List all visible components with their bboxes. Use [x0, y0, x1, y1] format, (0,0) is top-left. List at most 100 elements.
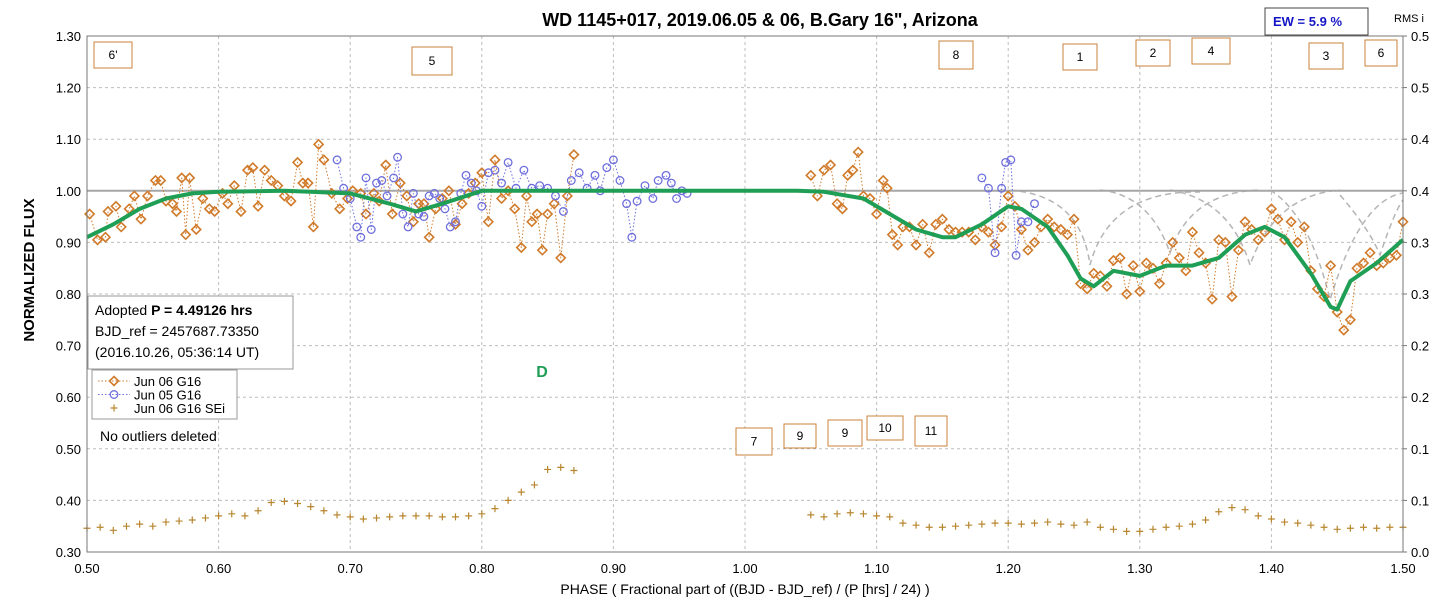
diamond-marker [881, 182, 893, 194]
plus-marker [886, 513, 894, 521]
circle-marker [622, 199, 632, 209]
diamond-marker [1285, 216, 1297, 228]
info-period: P = 4.49126 hrs [151, 302, 253, 318]
diamond-marker [923, 247, 935, 259]
info-bjd: BJD_ref = 2457687.73350 [95, 323, 259, 339]
diamond-marker [1331, 306, 1343, 318]
plus-marker [412, 512, 420, 520]
legend-item: Jun 06 G16 [98, 374, 201, 389]
diamond-marker [170, 205, 183, 218]
plus-marker [1031, 519, 1039, 527]
plus-marker [1188, 520, 1196, 528]
plus-marker [1070, 521, 1078, 529]
plus-marker [1136, 527, 1144, 535]
diamond-marker [1022, 244, 1034, 256]
plus-marker [859, 510, 867, 518]
y2-tick-label: 0.4 [1411, 184, 1429, 199]
plus-marker [991, 519, 999, 527]
y2-tick-label: 0.5 [1411, 81, 1429, 96]
diamond-marker [302, 177, 314, 189]
diamond-marker [241, 164, 254, 176]
diamond-marker [568, 149, 580, 161]
circle-marker [608, 155, 618, 165]
x-tick-label: 0.80 [469, 561, 494, 576]
plus-marker [820, 513, 828, 521]
diamond-marker [291, 156, 304, 169]
diamond-marker [1061, 229, 1074, 241]
plus-marker [1175, 522, 1183, 530]
y-tick-label: 0.60 [56, 390, 81, 405]
diamond-marker [1292, 236, 1304, 249]
y2-tick-label: 0.3 [1411, 235, 1429, 250]
diamond-marker [380, 159, 392, 171]
plus-marker [504, 496, 512, 504]
ew-text: EW = 5.9 % [1273, 14, 1342, 29]
plus-marker [122, 522, 130, 530]
circle-marker [648, 194, 658, 203]
diamond-marker [1028, 236, 1041, 249]
diamond-marker [1338, 324, 1350, 336]
plus-marker [373, 514, 381, 522]
diamond-marker [166, 198, 179, 210]
diamond-marker [886, 229, 899, 241]
circle-marker [672, 194, 682, 203]
circle-marker [558, 206, 568, 216]
circle-marker [332, 155, 342, 165]
label-text: 7 [751, 435, 758, 449]
info-line: Adopted P = 4.49126 hrs [95, 302, 253, 318]
diamond-marker [1173, 252, 1185, 264]
label-box [1364, 39, 1398, 67]
plus-marker [952, 522, 960, 530]
model-line [86, 188, 1405, 312]
diamond-marker [91, 234, 104, 246]
diamond-marker [128, 190, 141, 202]
label-text: 2 [1150, 46, 1157, 60]
note-text: No outliers deleted [100, 428, 217, 444]
plus-marker [925, 523, 933, 531]
legend-label: Jun 05 G16 [134, 388, 201, 403]
diamond-marker [930, 218, 942, 230]
series-line [89, 143, 1404, 331]
label-text: 10 [878, 421, 892, 435]
label-box [866, 415, 904, 441]
plus-marker [1057, 520, 1065, 528]
diamond-marker [541, 208, 554, 220]
diamond-marker [386, 208, 398, 220]
diamond-marker [482, 216, 495, 228]
plus-marker [386, 513, 394, 521]
diamond-marker [1265, 203, 1278, 215]
diamond-marker [1009, 200, 1021, 212]
x-tick-label: 0.90 [601, 561, 626, 576]
circle-marker [602, 163, 612, 173]
circle-marker [661, 170, 671, 180]
circle-marker [382, 191, 392, 201]
series [86, 188, 1405, 312]
circle-marker [666, 178, 676, 188]
diamond-marker [285, 195, 297, 207]
label-text: 8 [953, 48, 960, 62]
diamond-marker [1298, 221, 1310, 233]
diamond-marker [110, 200, 122, 212]
label-box [1191, 37, 1231, 65]
circle-marker [477, 201, 487, 211]
legend-label: Jun 06 G16 [134, 374, 201, 389]
diamond-marker [278, 190, 291, 202]
diamond-marker [892, 239, 904, 251]
circle-marker [997, 183, 1007, 193]
diamond-marker [870, 208, 883, 220]
plus-marker [201, 514, 209, 522]
diamond-marker [1134, 285, 1146, 298]
plus-marker [254, 507, 262, 515]
plus-marker [557, 463, 565, 471]
circle-marker [435, 194, 445, 203]
plus-marker [1360, 523, 1368, 531]
plus-marker [1307, 521, 1315, 529]
diamond-marker [341, 192, 354, 205]
diamond-marker [1318, 290, 1330, 303]
diamond-marker [1239, 216, 1251, 228]
diamond-marker [209, 205, 221, 218]
x-tick-label: 0.60 [206, 561, 231, 576]
plus-marker [307, 503, 315, 511]
circle-marker [352, 222, 362, 232]
plus-marker [1149, 525, 1157, 533]
